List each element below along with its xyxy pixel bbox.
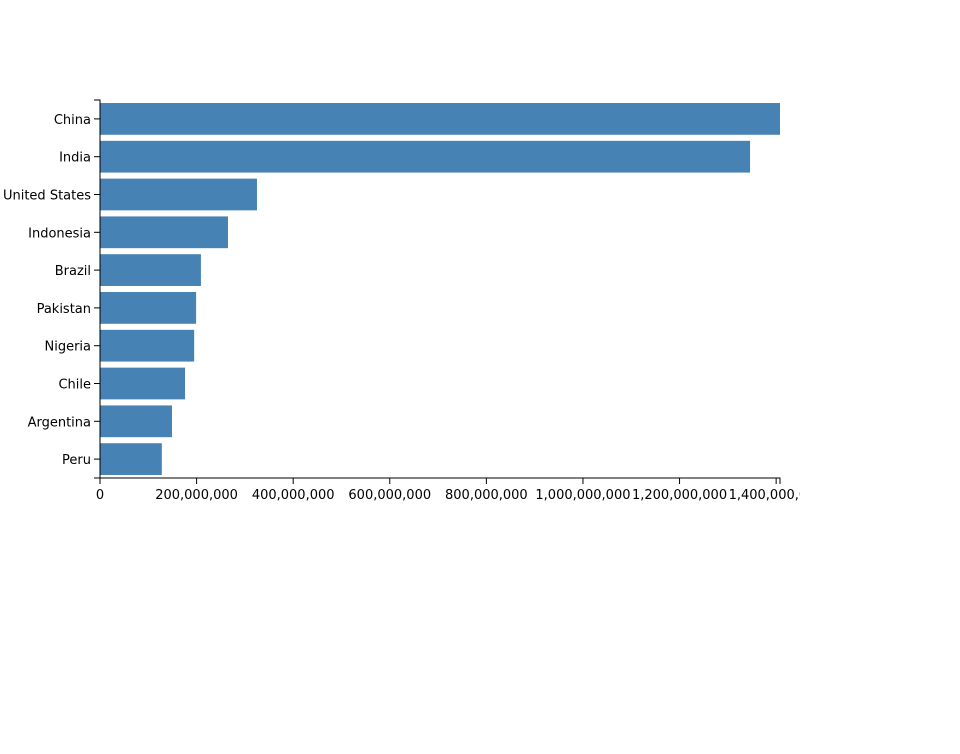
y-tick-label: India [59,151,91,166]
x-tick-label: 1,200,000,000 [632,488,727,503]
y-tick-label: Chile [58,378,91,393]
x-tick-label: 1,000,000,000 [535,488,630,503]
y-tick-label: Brazil [55,264,91,279]
x-tick-label: 1,400,000,000 [729,488,800,503]
x-axis [99,477,781,484]
bar [100,140,751,173]
y-tick-label: United States [3,189,91,204]
bar [100,254,201,286]
bar [100,292,197,324]
x-tick-label: 200,000,000 [155,488,238,503]
bar [100,329,195,362]
bar [100,178,257,211]
x-tick-label: 800,000,000 [445,488,528,503]
y-tick-label: Pakistan [37,302,91,317]
y-axis [94,99,101,479]
y-tick-label: Peru [62,453,91,468]
x-tick-label: 0 [96,488,104,503]
chart: China India United States Indonesia Brazil Pa… [3,99,824,503]
y-tick-label: Argentina [28,415,91,430]
x-tick-label: 400,000,000 [252,488,335,503]
bar [100,405,172,438]
bar [100,367,185,400]
x-tick-label: 600,000,000 [348,488,431,503]
y-tick-label: China [54,113,91,128]
bar [100,443,162,475]
bar [100,103,780,135]
bar [100,216,228,249]
y-tick-label: Nigeria [44,340,91,355]
y-tick-label: Indonesia [28,226,91,241]
